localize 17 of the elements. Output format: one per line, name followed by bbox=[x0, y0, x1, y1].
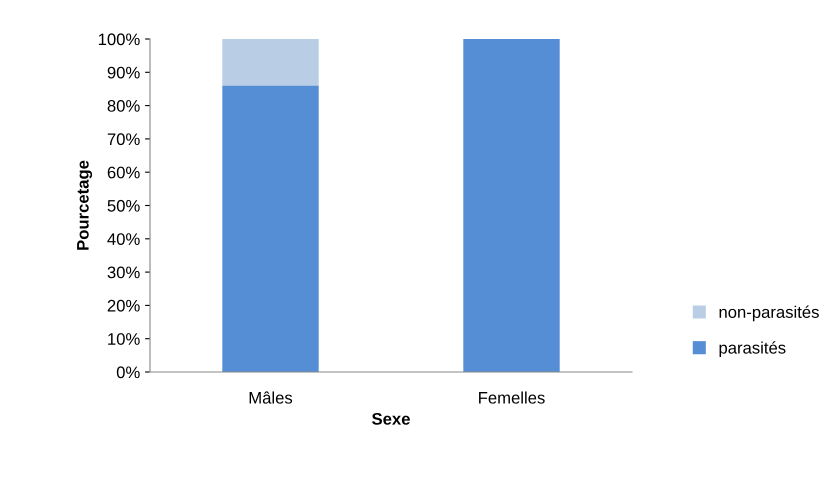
x-tick-label: Femelles bbox=[479, 391, 545, 404]
x-tick-label: Mâles bbox=[250, 391, 292, 404]
y-tick-label: 90% bbox=[108, 66, 140, 79]
x-axis-title: Sexe bbox=[372, 412, 410, 425]
y-tick-label: 40% bbox=[107, 233, 140, 246]
y-tick-label: 70% bbox=[108, 133, 140, 146]
y-tick-label: 60% bbox=[108, 166, 140, 178]
legend-label: non-parasités bbox=[720, 306, 819, 322]
y-tick-label: 0% bbox=[116, 366, 140, 378]
y-tick-label: 10% bbox=[108, 333, 140, 345]
y-tick-label: 100% bbox=[98, 33, 140, 46]
legend-label: parasités bbox=[720, 341, 786, 357]
y-tick-label: 30% bbox=[108, 266, 140, 278]
y-tick-label: 50% bbox=[108, 200, 140, 212]
y-axis-title: Pourcetage bbox=[77, 160, 92, 250]
y-tick-label: 20% bbox=[108, 300, 140, 312]
y-tick-label: 80% bbox=[108, 100, 140, 112]
